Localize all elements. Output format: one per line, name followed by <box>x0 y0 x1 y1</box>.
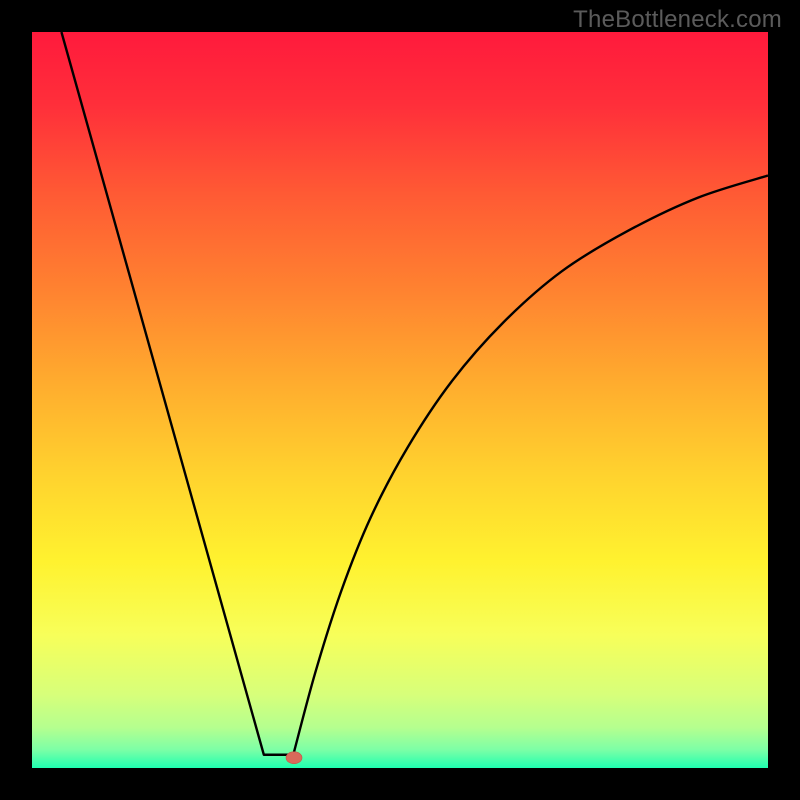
chart-frame: TheBottleneck.com <box>0 0 800 800</box>
plot-area <box>32 32 768 768</box>
watermark-text: TheBottleneck.com <box>573 6 782 34</box>
gradient-background <box>32 32 768 768</box>
optimum-marker <box>286 752 302 764</box>
chart-svg <box>32 32 768 768</box>
